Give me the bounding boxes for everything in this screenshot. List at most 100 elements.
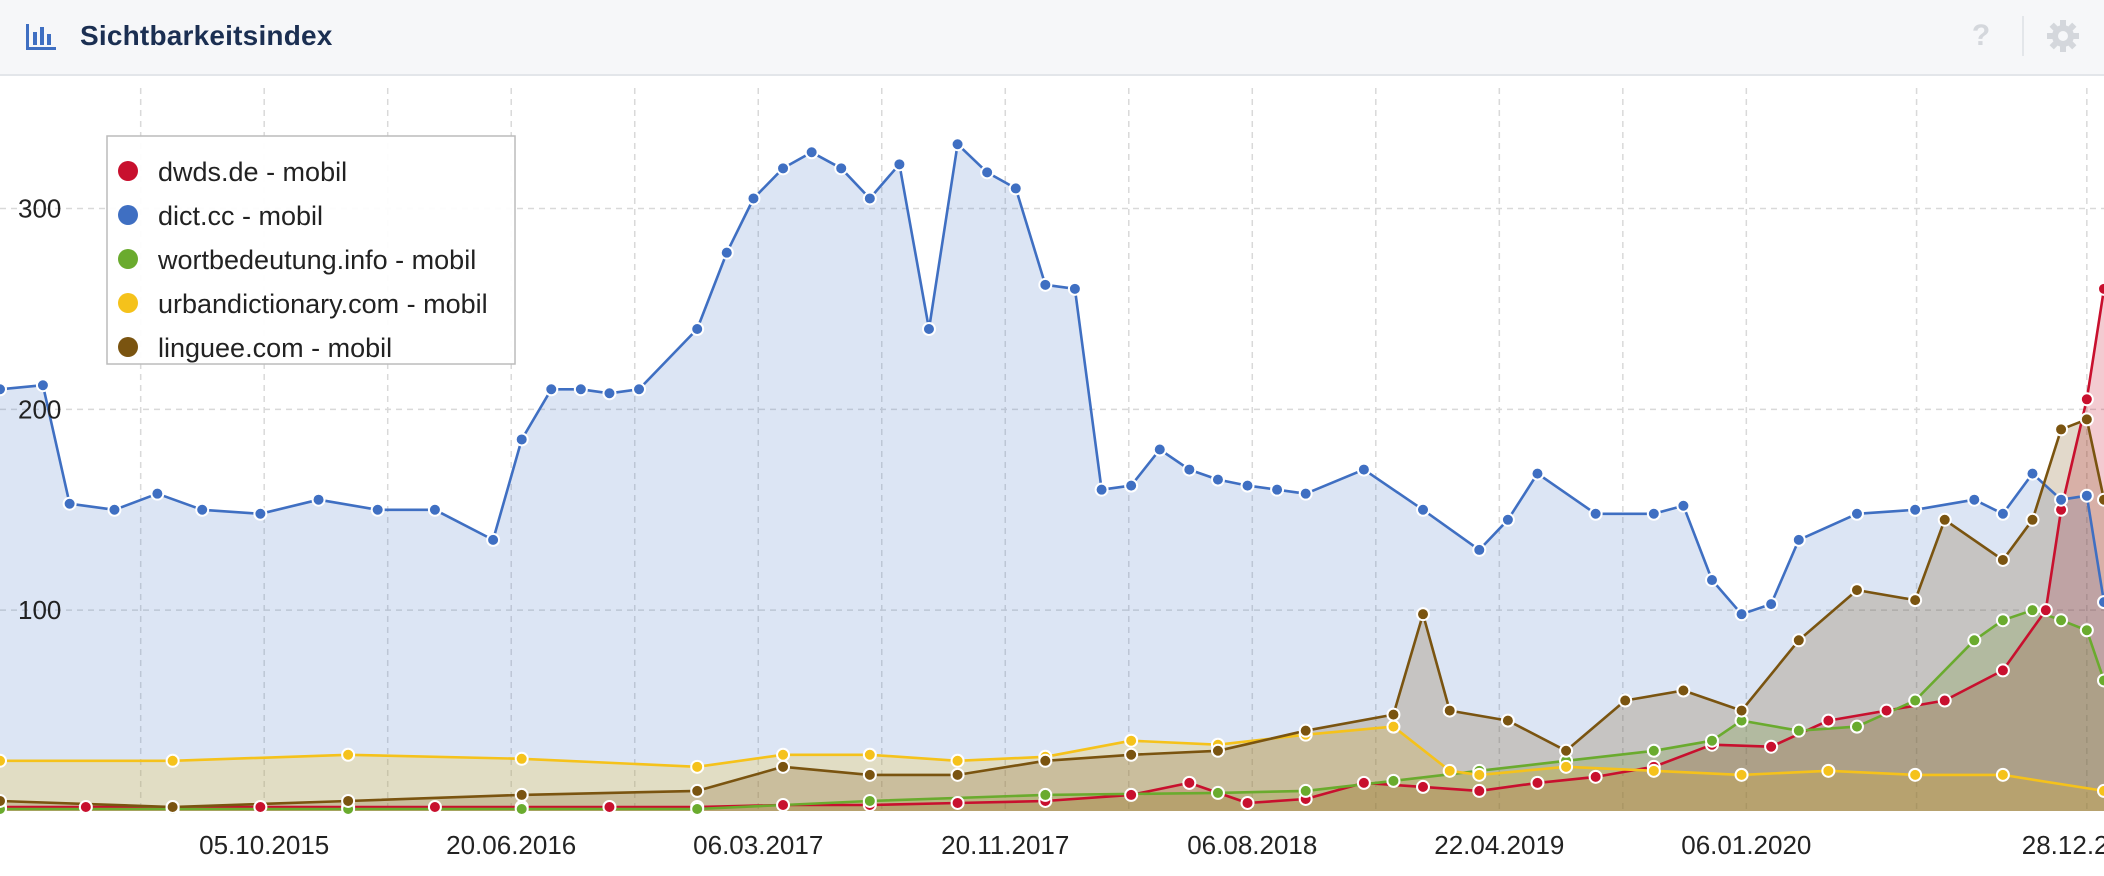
data-point[interactable]: [1821, 713, 1836, 728]
data-point[interactable]: [2025, 512, 2040, 527]
data-point[interactable]: [1908, 593, 1923, 608]
data-point[interactable]: [2054, 613, 2069, 628]
legend-item-label[interactable]: wortbedeutung.info - mobil: [157, 245, 476, 275]
data-point[interactable]: [862, 191, 877, 206]
data-point[interactable]: [1588, 769, 1603, 784]
data-point[interactable]: [950, 767, 965, 782]
data-point[interactable]: [804, 145, 819, 160]
data-point[interactable]: [1734, 607, 1749, 622]
data-point[interactable]: [1764, 597, 1779, 612]
data-point[interactable]: [776, 747, 791, 762]
data-point[interactable]: [0, 382, 7, 397]
gear-icon[interactable]: [2046, 18, 2080, 54]
data-point[interactable]: [1967, 492, 1982, 507]
data-point[interactable]: [1472, 542, 1487, 557]
data-point[interactable]: [862, 747, 877, 762]
data-point[interactable]: [1646, 506, 1661, 521]
data-point[interactable]: [1500, 713, 1515, 728]
data-point[interactable]: [1386, 773, 1401, 788]
data-point[interactable]: [1705, 733, 1720, 748]
data-point[interactable]: [107, 502, 122, 517]
data-point[interactable]: [2025, 603, 2040, 618]
data-point[interactable]: [1298, 783, 1313, 798]
data-point[interactable]: [0, 793, 7, 808]
data-point[interactable]: [35, 378, 50, 393]
data-point[interactable]: [1182, 775, 1197, 790]
data-point[interactable]: [1124, 787, 1139, 802]
data-point[interactable]: [1240, 478, 1255, 493]
data-point[interactable]: [1734, 767, 1749, 782]
data-point[interactable]: [514, 787, 529, 802]
data-point[interactable]: [862, 767, 877, 782]
data-point[interactable]: [1559, 743, 1574, 758]
data-point[interactable]: [1618, 693, 1633, 708]
data-point[interactable]: [1472, 783, 1487, 798]
data-point[interactable]: [719, 245, 734, 260]
data-point[interactable]: [1995, 767, 2010, 782]
data-point[interactable]: [2079, 412, 2094, 427]
data-point[interactable]: [834, 161, 849, 176]
legend-item-label[interactable]: dict.cc - mobil: [158, 201, 323, 231]
data-point[interactable]: [1791, 633, 1806, 648]
data-point[interactable]: [1908, 693, 1923, 708]
data-point[interactable]: [1995, 506, 2010, 521]
data-point[interactable]: [1442, 703, 1457, 718]
data-point[interactable]: [253, 799, 268, 814]
data-point[interactable]: [862, 793, 877, 808]
data-point[interactable]: [1559, 759, 1574, 774]
data-point[interactable]: [544, 382, 559, 397]
data-point[interactable]: [632, 382, 647, 397]
chart-legend[interactable]: dwds.de - mobil dict.cc - mobil wortbedeut…: [106, 135, 516, 365]
data-point[interactable]: [690, 759, 705, 774]
data-point[interactable]: [1908, 502, 1923, 517]
data-point[interactable]: [1442, 763, 1457, 778]
data-point[interactable]: [514, 432, 529, 447]
data-point[interactable]: [1530, 466, 1545, 481]
data-point[interactable]: [1734, 703, 1749, 718]
data-point[interactable]: [1967, 633, 1982, 648]
data-point[interactable]: [573, 382, 588, 397]
data-point[interactable]: [1849, 583, 1864, 598]
data-point[interactable]: [1182, 462, 1197, 477]
data-point[interactable]: [1240, 795, 1255, 810]
data-point[interactable]: [78, 799, 93, 814]
data-point[interactable]: [2079, 392, 2094, 407]
data-point[interactable]: [2097, 595, 2104, 610]
data-point[interactable]: [311, 492, 326, 507]
data-point[interactable]: [1416, 607, 1431, 622]
data-point[interactable]: [1676, 683, 1691, 698]
data-point[interactable]: [690, 322, 705, 336]
data-point[interactable]: [1764, 739, 1779, 754]
data-point[interactable]: [1879, 703, 1894, 718]
help-button[interactable]: ?: [1966, 18, 1996, 54]
data-point[interactable]: [1472, 767, 1487, 782]
data-point[interactable]: [2097, 673, 2104, 688]
data-point[interactable]: [921, 322, 936, 336]
data-point[interactable]: [1356, 775, 1371, 790]
data-point[interactable]: [427, 799, 442, 814]
data-point[interactable]: [341, 793, 356, 808]
data-point[interactable]: [776, 759, 791, 774]
data-point[interactable]: [1416, 779, 1431, 794]
data-point[interactable]: [1152, 442, 1167, 457]
data-point[interactable]: [0, 753, 7, 768]
data-point[interactable]: [1937, 512, 1952, 527]
data-point[interactable]: [165, 753, 180, 768]
data-point[interactable]: [1791, 723, 1806, 738]
data-point[interactable]: [602, 799, 617, 814]
data-point[interactable]: [2025, 466, 2040, 481]
legend-item-label[interactable]: linguee.com - mobil: [158, 333, 392, 363]
data-point[interactable]: [1356, 462, 1371, 477]
data-point[interactable]: [1791, 532, 1806, 547]
data-point[interactable]: [1995, 552, 2010, 567]
data-point[interactable]: [2097, 783, 2104, 798]
data-point[interactable]: [1124, 478, 1139, 493]
data-point[interactable]: [1646, 743, 1661, 758]
data-point[interactable]: [1705, 573, 1720, 588]
data-point[interactable]: [1908, 767, 1923, 782]
data-point[interactable]: [1416, 502, 1431, 517]
data-point[interactable]: [150, 486, 165, 501]
data-point[interactable]: [2097, 281, 2104, 296]
data-point[interactable]: [1038, 277, 1053, 292]
data-point[interactable]: [950, 753, 965, 768]
